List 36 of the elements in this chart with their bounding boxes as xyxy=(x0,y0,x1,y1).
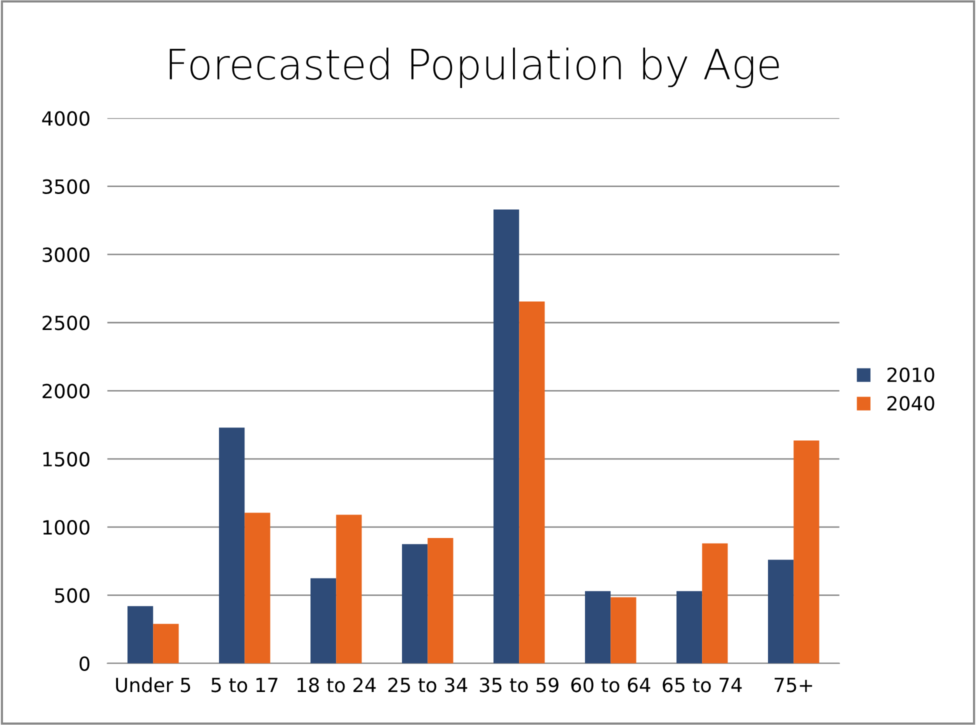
x-tick-label: 75+ xyxy=(774,678,812,692)
y-tick-label: 2000 xyxy=(42,384,90,398)
x-tick-label: 5 to 17 xyxy=(212,678,278,692)
bar xyxy=(519,302,545,664)
y-tick-label: 500 xyxy=(55,588,90,603)
bar xyxy=(768,560,794,664)
y-tick-label: 2500 xyxy=(42,316,90,330)
legend-label: 2010 xyxy=(887,367,934,382)
legend-label: 2040 xyxy=(887,396,934,411)
bar xyxy=(310,578,336,664)
bar xyxy=(702,543,728,664)
x-tick-label: 25 to 34 xyxy=(388,678,468,692)
chart-title: Forecasted Population by Age xyxy=(170,48,779,88)
bar xyxy=(493,209,520,664)
bar xyxy=(794,440,820,664)
x-tick-label: 60 to 64 xyxy=(571,678,650,692)
y-tick-label: 3000 xyxy=(42,247,90,262)
bar xyxy=(584,591,611,664)
bar xyxy=(127,606,154,664)
y-tick-label: 0 xyxy=(80,656,90,672)
bar xyxy=(676,591,702,664)
x-tick-label: 18 to 24 xyxy=(298,678,376,692)
y-tick-label: 3500 xyxy=(42,179,90,194)
y-tick-label: 1000 xyxy=(43,520,90,535)
bar xyxy=(218,428,245,664)
x-tick-label: 35 to 59 xyxy=(480,678,558,692)
bar xyxy=(153,624,179,664)
x-tick-label: Under 5 xyxy=(116,677,190,692)
x-tick-label: 65 to 74 xyxy=(662,678,742,692)
bar xyxy=(428,538,454,664)
bar xyxy=(244,512,270,664)
y-tick-label: 4000 xyxy=(42,111,90,126)
bar xyxy=(402,544,428,664)
bar xyxy=(336,514,362,664)
y-tick-label: 1500 xyxy=(43,452,90,467)
bar xyxy=(610,597,636,664)
